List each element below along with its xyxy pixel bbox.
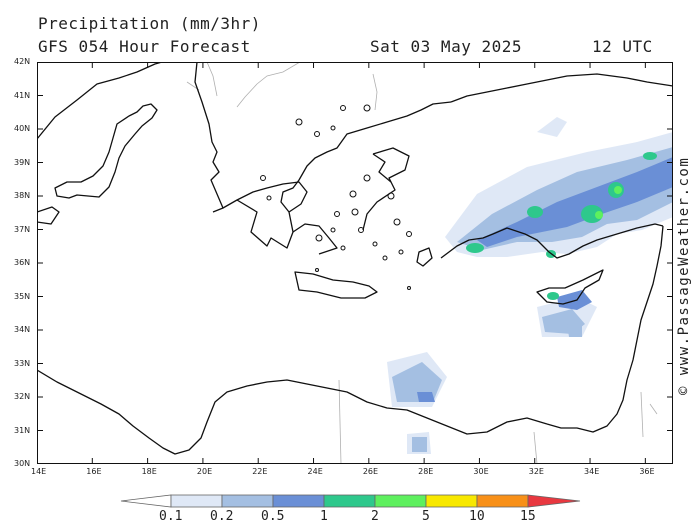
lat-label-31n: 31N bbox=[14, 425, 31, 435]
legend-cell-4 bbox=[323, 494, 376, 508]
lon-label-30e: 30E bbox=[473, 467, 489, 476]
lat-label-42n: 42N bbox=[14, 57, 31, 66]
lon-label-36e: 36E bbox=[639, 467, 655, 476]
lat-label-33n: 33N bbox=[14, 358, 31, 368]
islands bbox=[260, 104, 412, 290]
legend-cell-2 bbox=[221, 494, 274, 508]
lat-label-38n: 38N bbox=[14, 191, 31, 200]
legend-label: 0.1 bbox=[159, 509, 183, 524]
map-canvas bbox=[36, 61, 674, 465]
lat-label-37n: 37N bbox=[14, 224, 31, 234]
legend-cell-1 bbox=[170, 494, 223, 508]
lat-label-40n: 40N bbox=[14, 124, 31, 133]
legend-cell-below-min bbox=[120, 494, 172, 508]
lat-label-39n: 39N bbox=[14, 157, 31, 167]
forecast-time: 12 UTC bbox=[592, 37, 653, 56]
lat-label-36n: 36N bbox=[14, 258, 31, 267]
precipitation-areas bbox=[387, 117, 673, 454]
lat-label-34n: 34N bbox=[14, 325, 31, 334]
credit-label: © www.PassageWeather.com bbox=[676, 156, 692, 395]
legend-cell-3 bbox=[272, 494, 325, 508]
legend-cell-5 bbox=[374, 494, 427, 508]
forecast-hour-label: GFS 054 Hour Forecast bbox=[38, 37, 251, 56]
legend-cell-above-max bbox=[527, 494, 581, 508]
legend-label: 15 bbox=[520, 509, 536, 524]
precipitation-legend-bar bbox=[120, 494, 581, 508]
lon-label-26e: 26E bbox=[362, 467, 379, 476]
lon-label-24e: 24E bbox=[307, 467, 323, 476]
legend-label: 1 bbox=[320, 509, 328, 524]
legend-cell-7 bbox=[476, 494, 529, 508]
lon-label-20e: 20E bbox=[196, 467, 213, 476]
legend-label: 2 bbox=[371, 509, 379, 524]
map-title: Precipitation (mm/3hr) bbox=[38, 14, 261, 33]
country-borders bbox=[186, 61, 658, 465]
lon-label-32e: 32E bbox=[528, 467, 544, 476]
lat-label-32n: 32N bbox=[14, 392, 31, 401]
lon-label-16e: 16E bbox=[86, 467, 102, 476]
lon-label-14e: 14E bbox=[31, 467, 47, 476]
coastlines bbox=[36, 61, 674, 455]
legend-label: 10 bbox=[469, 509, 485, 524]
lon-label-34e: 34E bbox=[584, 467, 600, 476]
lat-label-35n: 35N bbox=[14, 291, 31, 301]
forecast-date: Sat 03 May 2025 bbox=[370, 37, 522, 56]
lon-label-28e: 28E bbox=[418, 467, 434, 476]
precipitation-map[interactable] bbox=[36, 61, 674, 465]
legend-label: 0.2 bbox=[210, 509, 234, 524]
lat-label-41n: 41N bbox=[14, 90, 31, 100]
legend-label: 0.5 bbox=[261, 509, 285, 524]
lon-label-22e: 22E bbox=[252, 467, 268, 476]
lon-label-18e: 18E bbox=[141, 467, 157, 476]
lat-label-30n: 30N bbox=[14, 459, 31, 468]
legend-label: 5 bbox=[422, 509, 430, 524]
legend-cell-6 bbox=[425, 494, 478, 508]
